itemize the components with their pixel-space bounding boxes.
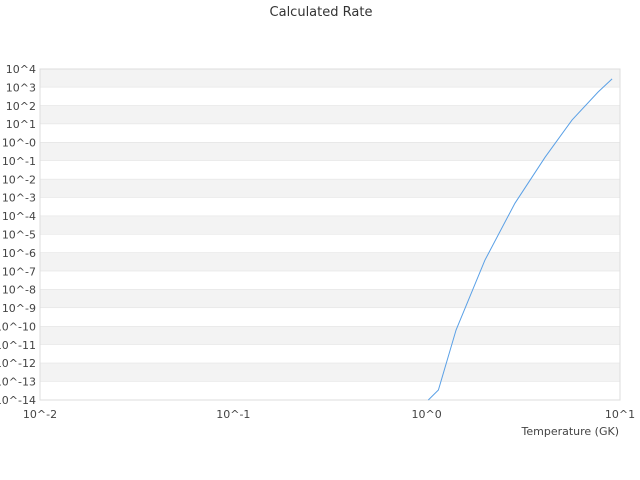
y-tick-label: 10^4 [6,63,36,76]
grid-band [40,216,620,235]
y-tick-label: 10^-9 [2,302,36,315]
y-tick-label: 10^-14 [0,394,36,407]
series-line [427,78,613,401]
x-tick-label: 10^0 [412,408,442,421]
x-axis-label: Temperature (GK) [521,425,620,438]
y-tick-label: 10^1 [6,118,36,131]
x-tick-label: 10^-2 [23,408,57,421]
grid-band [40,381,620,400]
plot-border [39,68,621,401]
grid-band [40,252,620,272]
y-tick-label: 10^-6 [2,247,36,260]
y-tick-label: 10^-8 [2,284,36,297]
y-tick-label: 10^-1 [2,155,36,168]
y-tick-label: 10^-0 [2,137,36,150]
x-axis: 10^-2 10^-1 10^0 10^1 [23,408,635,421]
grid-band [40,69,620,88]
y-tick-label: 10^-2 [2,173,36,186]
y-tick-label: 10^-11 [0,339,36,352]
y-tick-label: 10^-4 [2,210,36,223]
grid-band [40,87,620,106]
grid-band [40,271,620,290]
x-tick-label: 10^-1 [216,408,250,421]
y-tick-label: 10^-10 [0,320,36,333]
grid-band [40,234,620,253]
grid-bands [40,69,620,401]
grid-band [40,142,620,161]
y-tick-label: 10^-5 [2,229,36,242]
grid-band [40,105,620,125]
y-tick-label: 10^3 [6,81,36,94]
y-tick-label: 10^-13 [0,376,36,389]
grid-band [40,326,620,345]
grid-band [40,179,620,198]
grid-band [40,344,620,364]
y-tick-label: 10^2 [6,100,36,113]
grid-band [40,289,620,309]
grid-band [40,124,620,143]
grid-band [40,197,620,217]
y-tick-label: 10^-3 [2,192,36,205]
chart-title: Calculated Rate [270,5,373,20]
grid-band [40,308,620,327]
y-tick-label: 10^-7 [2,265,36,278]
x-tick-label: 10^1 [605,408,635,421]
y-axis: 10^4 10^3 10^2 10^1 10^-0 10^-1 10^-2 10^-3 10^-… [0,63,36,407]
y-tick-label: 10^-12 [0,357,36,370]
grid-band [40,160,620,180]
grid-band [40,363,620,382]
